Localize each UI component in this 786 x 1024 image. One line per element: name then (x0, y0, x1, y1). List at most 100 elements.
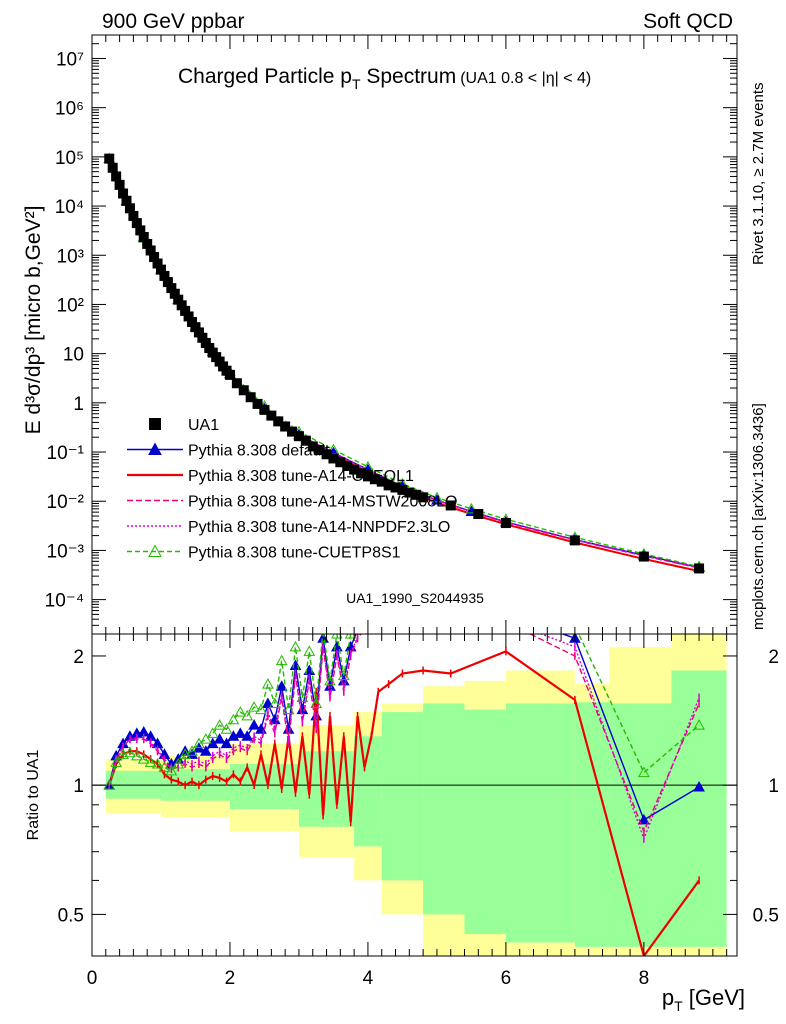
data-point-37 (238, 385, 249, 396)
data-point-12 (145, 245, 156, 256)
x-axis-label-p: p (662, 985, 674, 1010)
main-title: Charged Particle pT Spectrum (UA1 0.8 < |… (178, 65, 591, 92)
data-point-25 (190, 322, 201, 333)
main-ytick-label: 10² (57, 295, 84, 316)
data-point-66 (500, 518, 511, 529)
main-title-text2: Spectrum (361, 65, 457, 88)
ratio-marker-4-34 (337, 669, 350, 681)
data-point-64 (445, 500, 456, 511)
ratio-marker-0-16 (213, 733, 226, 744)
data-point-53 (349, 464, 360, 475)
data-point-57 (376, 476, 387, 487)
ratio-marker-4-0 (103, 779, 116, 790)
data-point-19 (169, 288, 180, 299)
data-point-49 (321, 449, 332, 460)
ratio-ytick-label-right: 0.5 (753, 905, 779, 926)
ratio-marker-4-4 (130, 749, 143, 761)
data-point-9 (135, 225, 146, 236)
data-point-50 (328, 453, 339, 464)
ratio-line-3 (108, 634, 700, 841)
main-ytick-label: 10³ (57, 246, 84, 267)
ratio-marker-4-19 (234, 706, 247, 717)
main-ytick-label: 10⁻² (47, 492, 85, 513)
x-tick-label: 0 (87, 968, 98, 989)
data-point-28 (200, 337, 211, 348)
data-point-11 (142, 238, 153, 249)
series-marker-4-11 (362, 460, 374, 472)
data-point-67 (569, 535, 580, 546)
ratio-marker-4-29 (303, 645, 316, 656)
ratio-ytick-label-left: 2 (73, 647, 84, 668)
band-green-8 (505, 703, 575, 943)
ratio-marker-4-33 (331, 634, 343, 639)
data-point-10 (138, 231, 149, 242)
data-point-27 (197, 332, 208, 343)
ratio-ytick-label-right: 2 (768, 647, 779, 668)
legend-label-0: UA1 (188, 417, 219, 434)
ratio-marker-4-10 (172, 758, 185, 769)
data-point-36 (231, 378, 242, 389)
data-point-47 (307, 441, 318, 452)
legend-label-5: Pythia 8.308 tune-CUETP8S1 (188, 545, 401, 562)
rivet-label: Rivet 3.1.10, ≥ 2.7M events (750, 83, 767, 266)
ratio-line-1 (108, 650, 700, 956)
data-point-44 (287, 426, 298, 437)
data-point-6 (124, 203, 135, 214)
ratio-marker-0-17 (220, 737, 233, 749)
data-point-56 (369, 474, 380, 485)
data-point-35 (224, 369, 235, 380)
ratio-marker-0-46 (638, 813, 650, 825)
data-point-8 (131, 218, 142, 229)
series-marker-4-13 (431, 491, 443, 503)
data-point-21 (176, 300, 187, 311)
legend-marker-5 (148, 544, 162, 557)
data-point-17 (162, 277, 173, 288)
ratio-marker-4-25 (275, 654, 288, 666)
legend-label-3: Pythia 8.308 tune-A14-MSTW2008LO (188, 494, 457, 511)
data-point-69 (694, 563, 705, 574)
main-title-extra: (UA1 0.8 < |η| < 4) (460, 70, 591, 87)
legend: UA1 Pythia 8.308 default Pythia 8.308 tune… (127, 417, 457, 562)
data-point-5 (121, 195, 132, 206)
main-ytick-label: 10⁵ (55, 148, 84, 169)
data-point-65 (473, 508, 484, 519)
ratio-marker-0-21 (248, 719, 260, 730)
ratio-marker-4-3 (124, 746, 136, 758)
data-point-52 (342, 461, 353, 472)
main-ytick-label: 10⁶ (55, 99, 84, 120)
ratio-ytick-label-left: 0.5 (58, 905, 84, 926)
header-left: 900 GeV ppbar (102, 10, 244, 33)
data-point-3 (114, 179, 125, 190)
legend-label-1: Pythia 8.308 default (188, 443, 330, 460)
legend-marker-1 (148, 442, 162, 455)
data-point-7 (128, 210, 139, 221)
main-title-subscript: T (352, 76, 361, 92)
data-point-16 (159, 270, 170, 281)
data-point-48 (314, 444, 325, 455)
ratio-marker-4-5 (137, 753, 150, 764)
x-tick-label: 2 (225, 968, 236, 989)
band-green-11 (671, 670, 727, 947)
x-axis-label-unit: [GeV] (683, 985, 745, 1010)
data-point-60 (397, 484, 408, 495)
data-point-0 (104, 153, 115, 164)
x-tick-label: 4 (363, 968, 374, 989)
data-point-13 (149, 252, 160, 263)
data-point-43 (280, 421, 291, 432)
ratio-ytick-label-left: 1 (73, 776, 84, 797)
ratio-line-2 (108, 634, 700, 834)
data-point-23 (183, 311, 194, 322)
main-ytick-label: 10⁻¹ (47, 443, 85, 464)
source-label: mcplots.cern.ch [arXiv:1306.3436] (750, 403, 767, 630)
ratio-marker-0-20 (241, 730, 254, 741)
data-point-39 (252, 398, 263, 409)
ratio-marker-4-47 (693, 719, 705, 730)
data-point-63 (418, 492, 429, 503)
data-point-62 (411, 489, 422, 500)
band-green-9 (574, 702, 610, 947)
main-ytick-label: 10⁻⁴ (45, 591, 84, 612)
data-point-58 (383, 480, 394, 491)
ratio-marker-4-22 (255, 703, 267, 715)
main-title-text: Charged Particle p (178, 65, 352, 88)
main-ytick-label: 10 (63, 345, 84, 366)
